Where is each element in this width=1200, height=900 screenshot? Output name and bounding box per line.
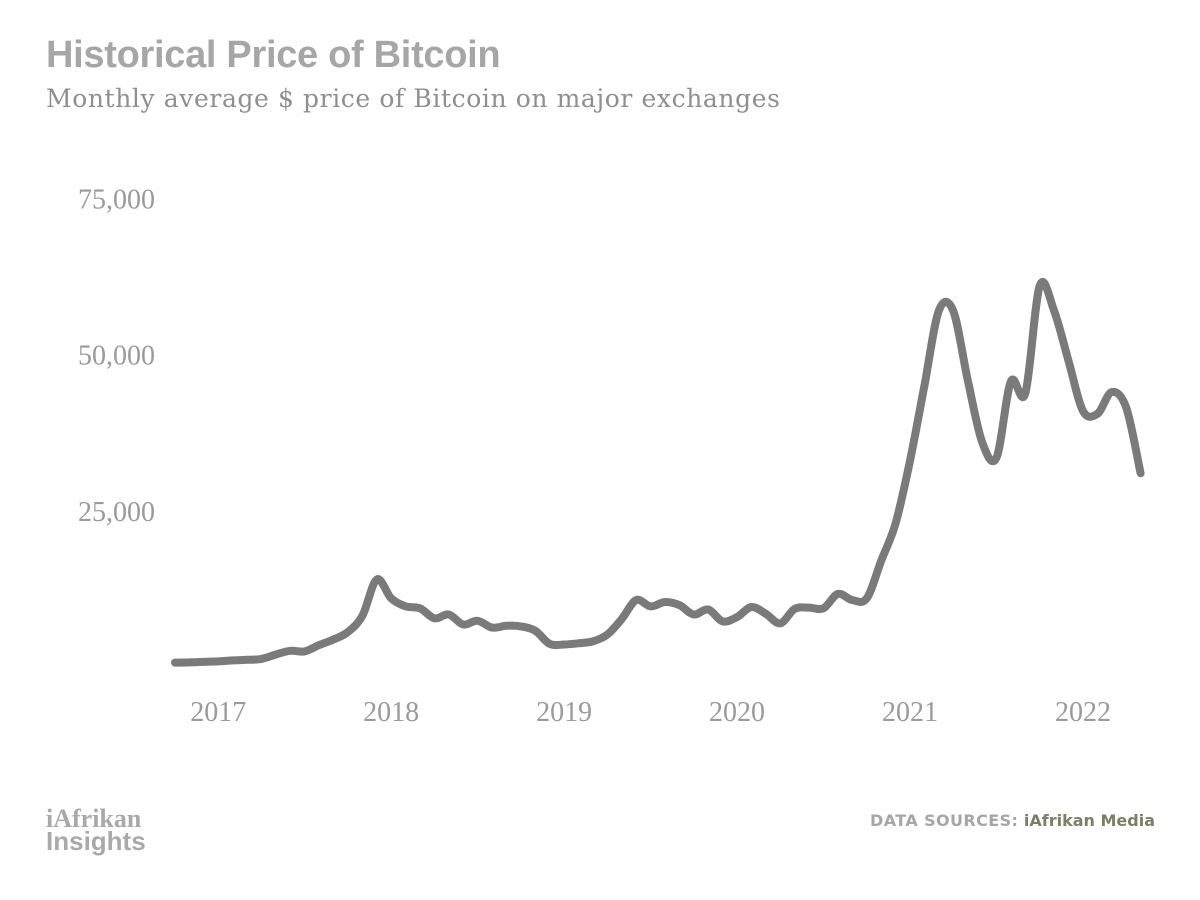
data-source: DATA SOURCES: iAfrikan Media: [870, 811, 1155, 830]
y-tick-label: 25,000: [78, 497, 155, 528]
x-tick-label: 2020: [709, 697, 765, 728]
x-axis-ticks: 2017 2018 2019 2020 2021 2022: [190, 697, 1111, 728]
data-source-label: DATA SOURCES:: [870, 811, 1019, 830]
x-tick-label: 2021: [882, 697, 938, 728]
x-tick-label: 2017: [190, 697, 246, 728]
x-tick-label: 2019: [536, 697, 592, 728]
data-source-value: iAfrikan Media: [1023, 811, 1155, 830]
y-tick-label: 75,000: [78, 184, 155, 215]
brand-logo-line1: iAfrikan: [46, 804, 142, 833]
brand-logo: iAfrikan Insights: [46, 804, 146, 856]
chart-subtitle: Monthly average $ price of Bitcoin on ma…: [46, 84, 781, 113]
x-tick-label: 2018: [363, 697, 419, 728]
y-tick-label: 50,000: [78, 341, 155, 372]
chart-title: Historical Price of Bitcoin: [46, 34, 501, 76]
y-axis-ticks: 25,000 50,000 75,000: [78, 184, 155, 528]
x-tick-label: 2022: [1055, 697, 1111, 728]
brand-logo-line2: Insights: [46, 826, 146, 856]
price-series-line: [171, 278, 1145, 667]
